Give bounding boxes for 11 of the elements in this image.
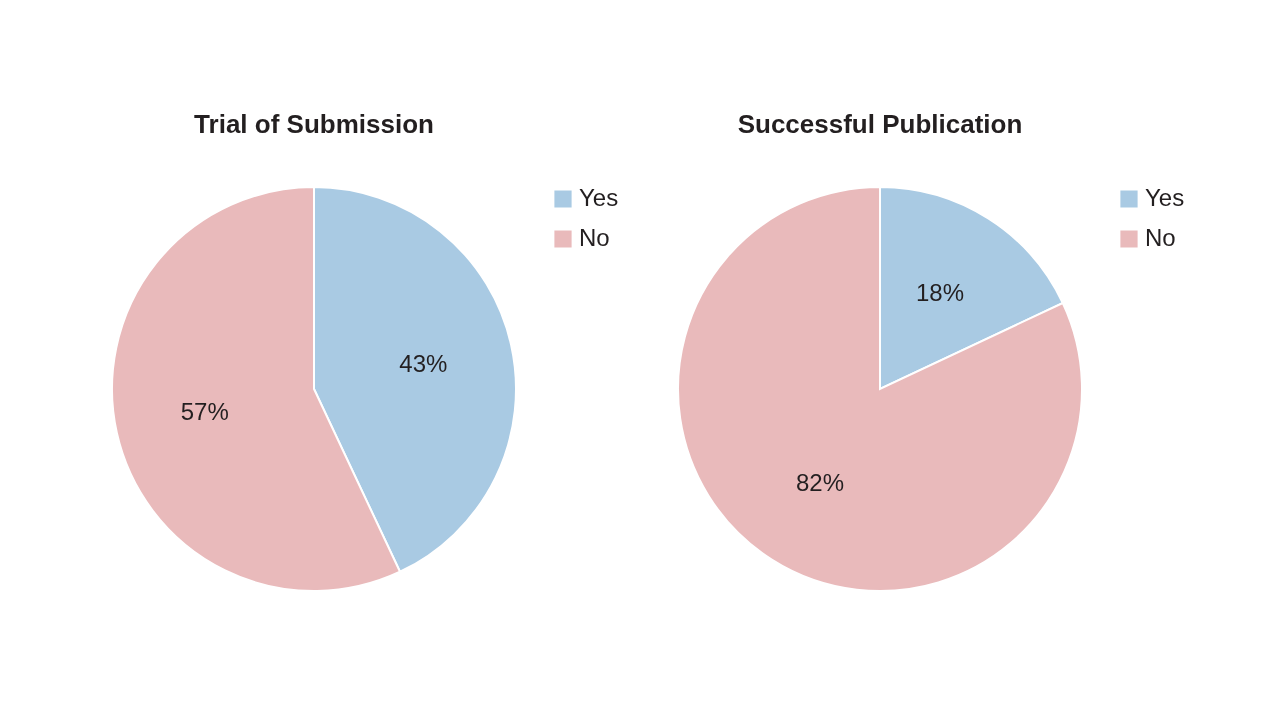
data-label: 43% — [399, 349, 448, 377]
chart-title: Trial of Submission — [194, 109, 434, 139]
legend-label: Yes — [1145, 184, 1185, 211]
data-label: 82% — [795, 468, 845, 496]
data-label: 57% — [180, 398, 229, 426]
pie-slice — [677, 186, 1083, 592]
legend-label: No — [579, 224, 610, 251]
legend-label: No — [1145, 224, 1176, 251]
chart-title: Successful Publication — [737, 109, 1023, 139]
legend-label: Yes — [579, 184, 619, 211]
data-label: 18% — [915, 279, 965, 307]
